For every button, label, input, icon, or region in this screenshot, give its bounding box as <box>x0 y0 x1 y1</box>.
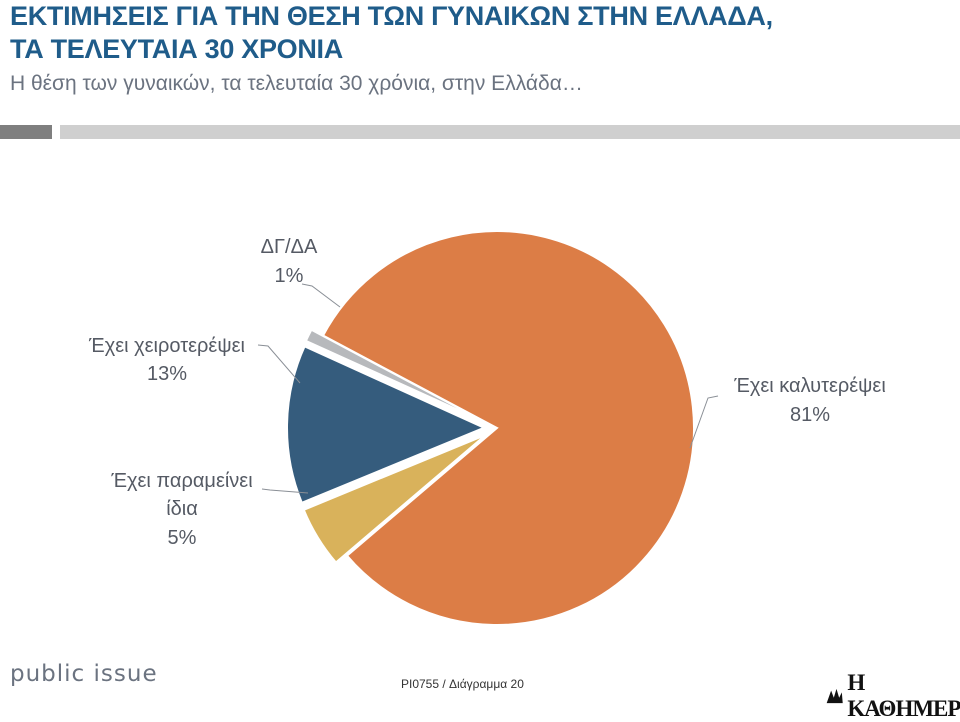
slice-value-worse: 13% <box>147 363 187 385</box>
kathimerini-emblem-icon <box>826 688 843 704</box>
slice-label-same-line2: ίδια <box>166 498 198 520</box>
diagram-code: PI0755 / Διάγραμμα 20 <box>401 677 524 691</box>
leader-line-dk <box>301 283 341 308</box>
pie-chart: Έχει καλυτερέψει 81% Έχει παραμείνει ίδι… <box>88 230 886 626</box>
slice-value-dk: 1% <box>275 265 304 287</box>
title-line-2: ΤΑ ΤΕΛΕΥΤΑΙΑ 30 ΧΡΟΝΙΑ <box>10 34 343 64</box>
page-title: ΕΚΤΙΜΗΣΕΙΣ ΓΙΑ ΤΗΝ ΘΕΣΗ ΤΩΝ ΓΥΝΑΙΚΩΝ ΣΤΗ… <box>10 0 773 66</box>
header-divider-left <box>0 125 52 139</box>
pie-slices <box>286 230 695 626</box>
public-issue-logo: public issue <box>10 661 158 687</box>
title-line-1: ΕΚΤΙΜΗΣΕΙΣ ΓΙΑ ΤΗΝ ΘΕΣΗ ΤΩΝ ΓΥΝΑΙΚΩΝ ΣΤΗ… <box>10 1 773 31</box>
leader-line-same <box>261 488 309 494</box>
slice-value-better: 81% <box>790 404 830 426</box>
pie-slice-better <box>321 230 695 626</box>
page-subtitle: Η θέση των γυναικών, τα τελευταία 30 χρό… <box>10 72 583 95</box>
leader-lines <box>257 283 719 494</box>
slice-label-dk: ΔΓ/ΔΑ <box>261 236 318 258</box>
leader-line-better <box>689 395 719 449</box>
leader-line-worse <box>257 344 301 384</box>
header-divider-right <box>60 125 960 139</box>
slice-label-worse: Έχει χειροτερέψει <box>88 335 245 357</box>
slice-label-same-line1: Έχει παραμείνει <box>110 470 252 492</box>
slice-label-better: Έχει καλυτερέψει <box>733 375 886 397</box>
kathimerini-wordmark: Η ΚΑΘΗΜΕΡΙΝΗ <box>847 670 960 721</box>
pie-slice-dk <box>304 328 486 424</box>
slice-value-same: 5% <box>168 527 197 549</box>
pie-slice-same <box>302 433 487 564</box>
kathimerini-logo: Η ΚΑΘΗΜΕΡΙΝΗ <box>824 670 960 722</box>
